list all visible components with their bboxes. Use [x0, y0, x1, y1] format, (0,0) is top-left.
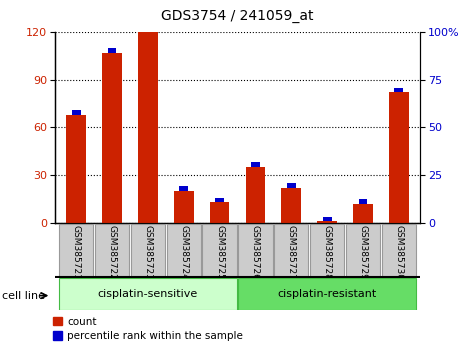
- Bar: [215, 198, 224, 202]
- Text: GSM385721: GSM385721: [72, 225, 81, 280]
- FancyBboxPatch shape: [346, 224, 380, 277]
- Text: cell line: cell line: [2, 291, 46, 301]
- Bar: [317, 222, 337, 223]
- FancyBboxPatch shape: [167, 224, 201, 277]
- Text: GSM385725: GSM385725: [215, 225, 224, 280]
- Text: GSM385726: GSM385726: [251, 225, 260, 280]
- FancyBboxPatch shape: [95, 224, 129, 277]
- Text: GSM385728: GSM385728: [323, 225, 332, 280]
- Bar: [66, 115, 86, 223]
- Bar: [389, 92, 408, 223]
- Text: GSM385730: GSM385730: [394, 225, 403, 280]
- Bar: [179, 187, 188, 191]
- Bar: [323, 217, 332, 222]
- Bar: [107, 48, 116, 53]
- FancyBboxPatch shape: [131, 224, 165, 277]
- Text: GSM385724: GSM385724: [179, 225, 188, 280]
- FancyBboxPatch shape: [238, 278, 416, 310]
- Bar: [281, 188, 301, 223]
- FancyBboxPatch shape: [59, 278, 237, 310]
- Bar: [209, 202, 229, 223]
- FancyBboxPatch shape: [238, 224, 273, 277]
- Bar: [246, 167, 266, 223]
- Text: cisplatin-resistant: cisplatin-resistant: [277, 289, 377, 299]
- Bar: [394, 88, 403, 92]
- Text: GSM385727: GSM385727: [287, 225, 296, 280]
- Bar: [353, 204, 373, 223]
- FancyBboxPatch shape: [274, 224, 308, 277]
- Bar: [174, 191, 194, 223]
- Text: GSM385722: GSM385722: [107, 225, 116, 280]
- FancyBboxPatch shape: [381, 224, 416, 277]
- Text: cisplatin-sensitive: cisplatin-sensitive: [98, 289, 198, 299]
- Text: GSM385729: GSM385729: [359, 225, 368, 280]
- Bar: [102, 53, 122, 223]
- Bar: [72, 110, 81, 115]
- Text: GSM385723: GSM385723: [143, 225, 152, 280]
- Bar: [251, 162, 260, 167]
- FancyBboxPatch shape: [310, 224, 344, 277]
- Bar: [359, 199, 368, 204]
- FancyBboxPatch shape: [202, 224, 237, 277]
- Bar: [143, 27, 152, 32]
- Legend: count, percentile rank within the sample: count, percentile rank within the sample: [53, 317, 243, 341]
- Bar: [138, 32, 158, 223]
- Text: GDS3754 / 241059_at: GDS3754 / 241059_at: [161, 9, 314, 23]
- FancyBboxPatch shape: [59, 224, 94, 277]
- Bar: [287, 183, 296, 188]
